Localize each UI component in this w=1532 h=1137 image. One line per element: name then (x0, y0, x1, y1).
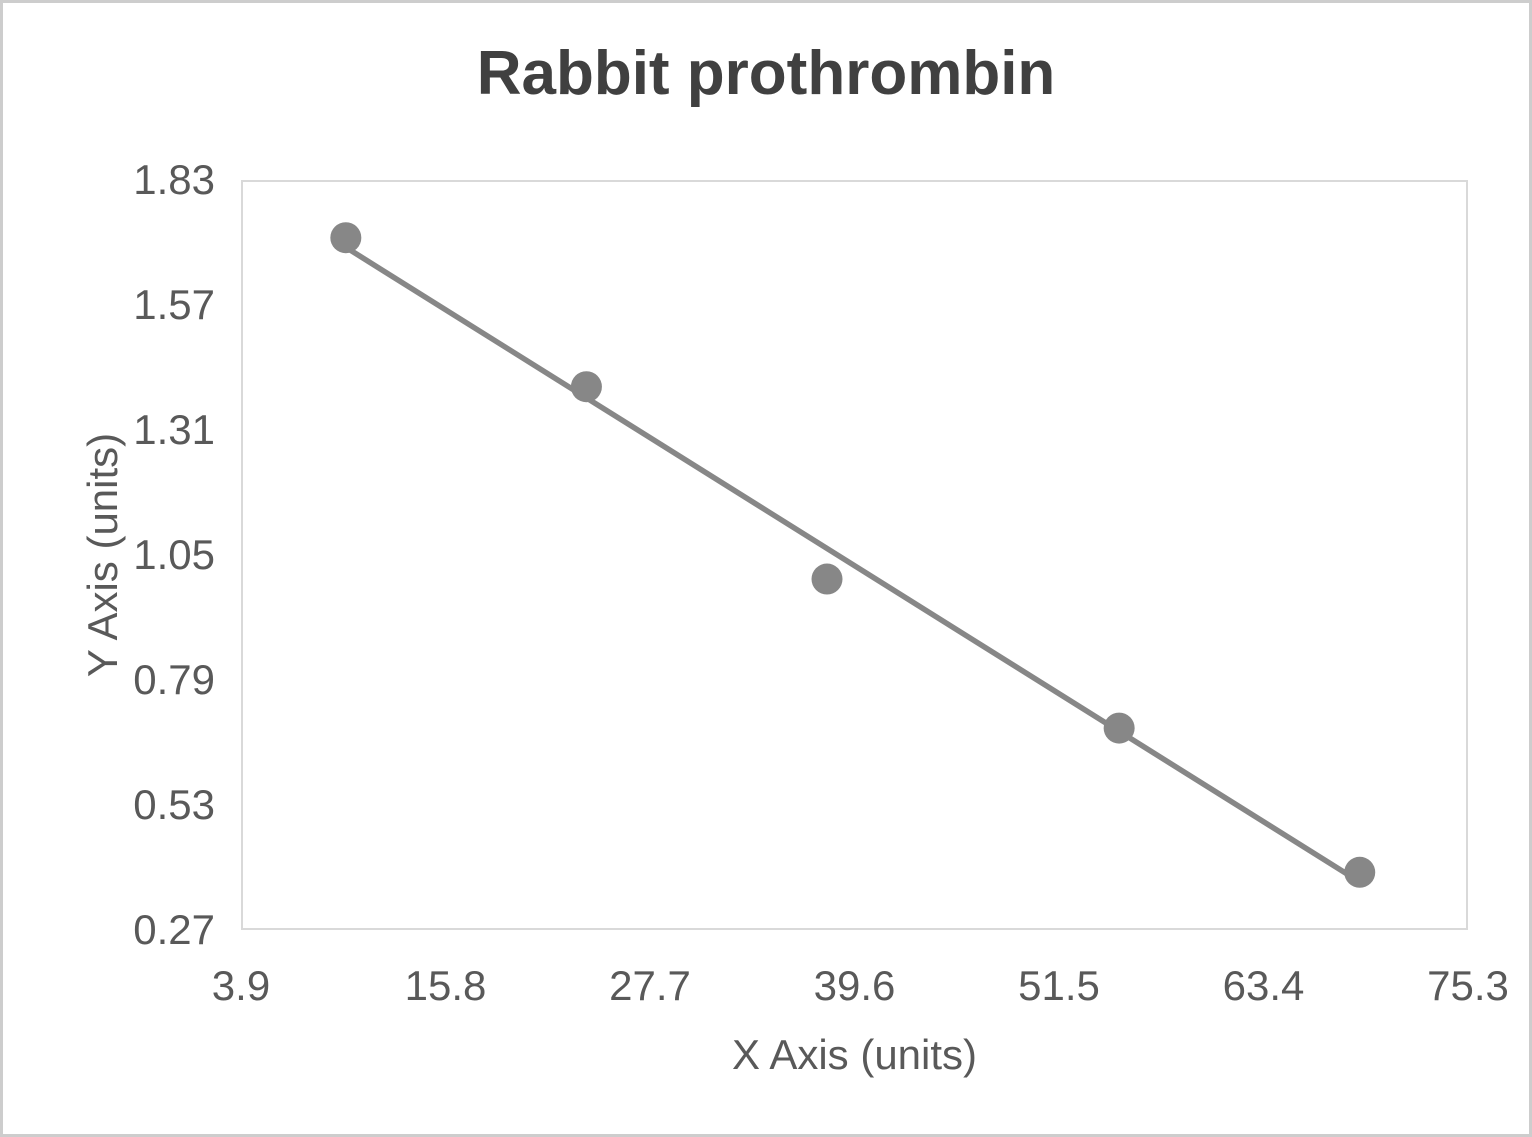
x-tick-label: 15.8 (404, 962, 487, 1009)
y-tick-label: 1.83 (133, 156, 215, 203)
x-tick-label: 39.6 (813, 962, 896, 1009)
x-tick-label: 63.4 (1222, 962, 1305, 1009)
plot-area (241, 180, 1468, 930)
trend-line (344, 244, 1362, 885)
y-tick-label: 0.79 (133, 656, 215, 703)
data-point-marker (570, 371, 602, 403)
data-point-marker (1344, 856, 1376, 888)
x-tick-label: 27.7 (609, 962, 691, 1009)
y-tick-label: 1.31 (133, 406, 215, 453)
y-tick-label: 1.05 (133, 531, 215, 578)
x-tick-label: 3.9 (211, 962, 271, 1009)
plot-svg (330, 222, 1376, 888)
x-axis-title: X Axis (units) (731, 1031, 978, 1078)
y-tick-label: 1.57 (133, 281, 215, 328)
y-tick-label: 0.53 (133, 781, 215, 828)
x-tick-label: 75.3 (1427, 962, 1509, 1009)
data-points (330, 222, 1376, 888)
chart-title: Rabbit prothrombin (476, 39, 1056, 108)
y-tick-label: 0.27 (133, 906, 215, 953)
data-point-marker (811, 563, 843, 595)
data-point-marker (1103, 712, 1135, 744)
data-point-marker (330, 222, 362, 254)
x-tick-label: 51.5 (1018, 962, 1100, 1009)
